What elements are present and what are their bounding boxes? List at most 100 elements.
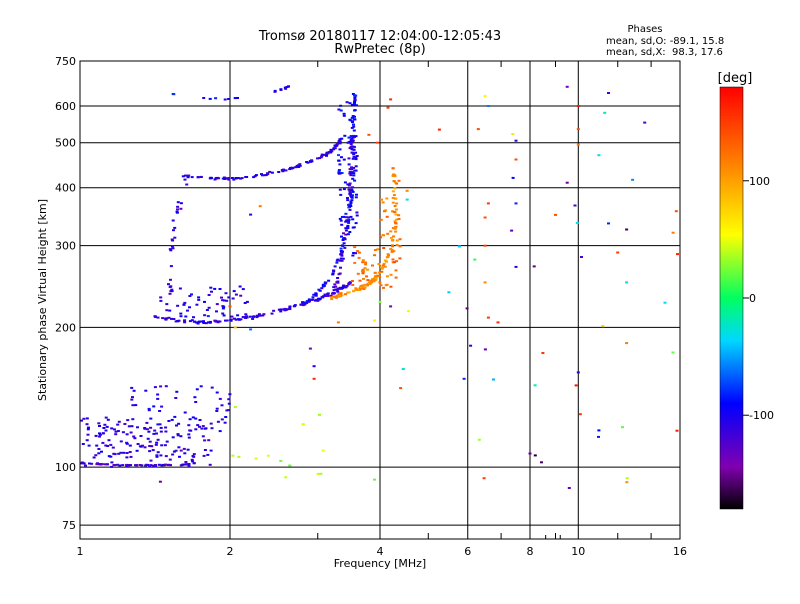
data-point [227,398,231,401]
data-point [352,134,355,137]
data-point [170,317,173,320]
data-point [201,425,205,428]
data-point [98,432,101,435]
data-point [215,407,219,410]
data-point [110,465,114,468]
data-point [317,288,321,291]
data-point [321,285,325,288]
data-point [385,275,389,278]
data-point [164,317,167,320]
data-point [153,386,157,389]
data-point [230,177,234,179]
data-point [338,188,342,191]
data-point [249,328,253,331]
data-point [349,202,353,204]
data-point [393,220,397,223]
data-point [676,253,679,256]
data-point [224,416,228,418]
data-point [173,236,177,239]
data-point [340,137,344,140]
y-tick-label: 500 [55,137,76,150]
data-point [208,177,212,180]
data-point [338,272,342,275]
colorbar: [deg] 100 0 -100 [718,71,774,510]
data-point [279,459,283,462]
data-point [341,257,345,260]
data-point [328,151,332,153]
data-point [344,293,347,296]
data-point [249,213,253,216]
data-point [88,462,91,465]
data-point [163,444,167,447]
data-point [174,320,178,323]
data-point [392,174,396,177]
data-point [156,397,160,400]
data-point [405,198,409,201]
data-point [279,308,283,311]
data-point [601,325,605,328]
data-point [197,298,201,301]
data-point [277,171,281,173]
data-point [174,449,178,452]
data-point [194,417,198,420]
data-point [203,300,206,303]
data-point [184,461,188,463]
data-point [135,464,139,467]
data-point [301,301,305,304]
data-point [350,148,354,151]
data-point [671,231,675,234]
data-point [625,228,629,231]
data-point [178,455,181,458]
data-point [98,435,101,438]
data-point [370,279,374,282]
data-point [94,434,98,437]
data-point [354,151,358,154]
data-point [333,265,337,268]
data-point [391,201,395,204]
data-point [380,198,383,201]
data-point [347,221,351,224]
data-point [565,85,569,88]
data-point [374,275,378,278]
data-point [347,141,351,144]
data-point [378,300,382,303]
data-point [335,294,339,297]
data-point [386,106,390,109]
data-point [151,464,155,467]
data-point [674,210,678,213]
data-point [354,196,358,199]
data-point [152,432,156,435]
data-point [342,242,346,245]
data-point [222,176,226,179]
data-point [349,135,353,138]
data-point [375,277,379,280]
data-point [314,294,318,297]
x-tick-label: 1 [77,545,84,558]
data-points [79,85,679,489]
data-point [355,214,359,217]
data-point [223,299,226,302]
data-point [392,180,396,183]
data-point [168,309,172,312]
data-point [170,245,174,248]
data-point [208,463,212,466]
x-tick-label: 6 [464,545,471,558]
data-point [227,178,231,181]
data-point [447,291,451,294]
data-point [365,275,368,278]
data-point [258,205,262,208]
data-point [397,179,401,182]
data-point [344,227,348,230]
data-point [225,299,229,302]
data-point [370,281,373,284]
data-point [210,290,213,293]
data-point [107,439,111,442]
data-point [321,449,325,452]
data-point [279,310,283,313]
data-point [371,278,375,280]
data-point [110,461,114,464]
data-point [353,246,357,249]
data-point [335,143,339,146]
data-point [273,89,277,92]
y-tick-labels: 75 100 200 300 400 500 600 750 [55,55,76,532]
